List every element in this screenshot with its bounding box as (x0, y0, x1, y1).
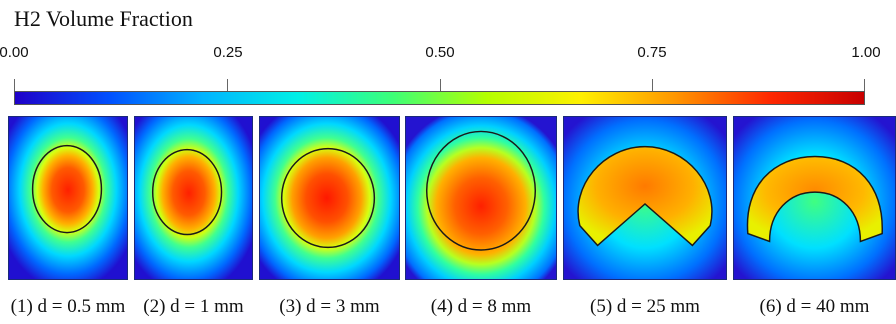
tick-mark-1 (227, 79, 228, 91)
panel-caption-1: (1) d = 0.5 mm (10, 296, 126, 317)
panel-caption-2: (2) d = 1 mm (143, 296, 244, 317)
tick-label-2: 0.50 (425, 44, 455, 61)
tick-mark-4 (864, 79, 865, 91)
contour-panel-4 (405, 116, 557, 280)
legend-title: H2 Volume Fraction (14, 6, 193, 31)
panel-caption-5: (5) d = 25 mm (590, 296, 700, 317)
tick-mark-3 (652, 79, 653, 91)
panel-caption-3: (3) d = 3 mm (279, 296, 380, 317)
panel-caption-6: (6) d = 40 mm (759, 296, 870, 317)
contour-panel-5 (563, 116, 727, 280)
tick-label-0: 0.00 (0, 44, 29, 61)
tick-mark-2 (440, 79, 441, 91)
contour-panel-6 (733, 116, 896, 280)
contour-panel-3 (259, 116, 400, 280)
contour-panel-2 (134, 116, 253, 280)
contour-panel-1 (8, 116, 128, 280)
tick-label-4: 1.00 (851, 44, 881, 61)
tick-label-3: 0.75 (637, 44, 667, 61)
panel-caption-4: (4) d = 8 mm (430, 296, 532, 317)
colorbar (14, 91, 865, 105)
tick-mark-0 (14, 79, 15, 91)
tick-label-1: 0.25 (213, 44, 243, 61)
